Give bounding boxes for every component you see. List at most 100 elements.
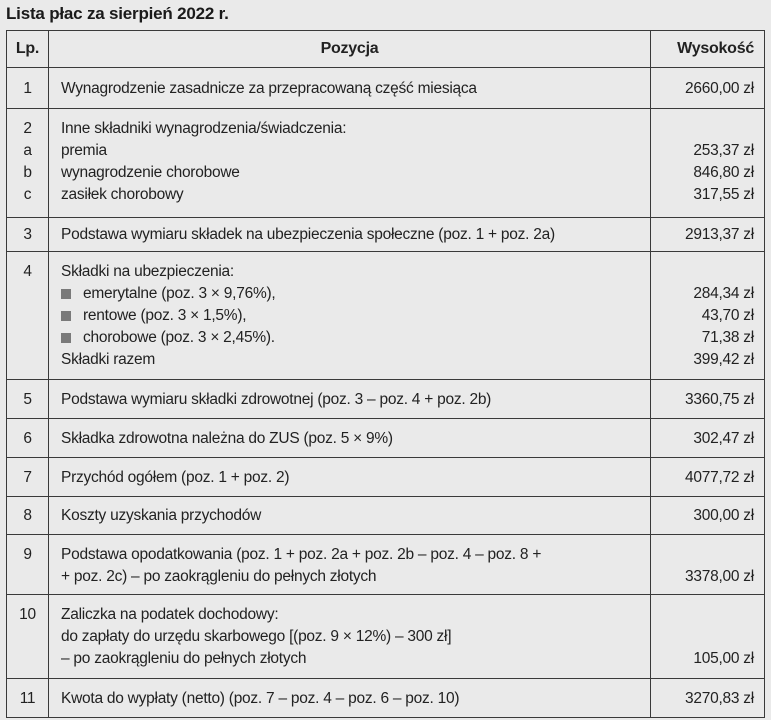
row-amount: 105,00 zł	[651, 648, 764, 670]
row-number-cell: 4	[6, 251, 49, 380]
row-description: chorobowe (poz. 3 × 2,45%).	[49, 327, 650, 349]
square-bullet-icon	[61, 311, 71, 321]
row-number: 4	[7, 261, 48, 283]
row-number-text: 7	[23, 468, 32, 486]
row-description-text: Koszty uzyskania przychodów	[61, 507, 262, 524]
row-amount-text: 71,38 zł	[701, 329, 755, 346]
row-number	[7, 626, 48, 648]
row-amount: 3378,00 zł	[651, 566, 764, 588]
row-number-text: 5	[23, 390, 32, 408]
row-amount: 43,70 zł	[651, 305, 764, 327]
row-number: 9	[7, 544, 48, 566]
row-amount-text: 43,70 zł	[701, 307, 755, 324]
row-amount: 253,37 zł	[651, 140, 764, 162]
row-amount: 2660,00 zł	[651, 78, 764, 100]
row-description-text: wynagrodzenie chorobowe	[61, 164, 240, 181]
row-description: Składki na ubezpieczenia:	[49, 261, 650, 283]
row-number-cell: 1	[6, 67, 49, 109]
row-description-text: premia	[61, 142, 107, 159]
table-row: 10 Zaliczka na podatek dochodowy: do zapła…	[6, 594, 765, 679]
row-amount: 317,55 zł	[651, 184, 764, 206]
row-description: Podstawa wymiaru składek na ubezpieczeni…	[49, 224, 650, 246]
row-description-cell: Przychód ogółem (poz. 1 + poz. 2)	[48, 457, 651, 497]
row-description-text: Inne składniki wynagrodzenia/świadczenia…	[61, 120, 347, 137]
row-description-text: emerytalne (poz. 3 × 9,76%),	[83, 285, 276, 302]
row-number: 2	[7, 118, 48, 140]
row-description-text: Składki razem	[61, 351, 156, 368]
row-number-cell: 11	[6, 678, 49, 718]
row-amount: 302,47 zł	[651, 428, 764, 450]
row-description: Wynagrodzenie zasadnicze za przepracowan…	[49, 78, 650, 100]
row-amount-text: 2913,37 zł	[684, 226, 754, 243]
row-amount-cell: 3360,75 zł	[650, 379, 765, 419]
row-description: Inne składniki wynagrodzenia/świadczenia…	[49, 118, 650, 140]
row-description-text: do zapłaty do urzędu skarbowego [(poz. 9…	[61, 628, 452, 645]
row-description-cell: Zaliczka na podatek dochodowy: do zapłaty…	[48, 594, 651, 679]
row-description-cell: Inne składniki wynagrodzenia/świadczenia…	[48, 108, 651, 218]
table-row: 2 a b c Inne składniki wynagrodzenia/świadcz…	[6, 108, 765, 218]
payroll-table: Lp. Pozycja Wysokość 1 Wynagrodzenie zasa…	[6, 30, 765, 718]
row-amount-cell: 3378,00 zł	[650, 534, 765, 595]
row-amount-text: 846,80 zł	[693, 164, 754, 181]
table-row: 3 Podstawa wymiaru składek na ubezpieczen…	[6, 217, 765, 252]
row-number: 3	[7, 224, 48, 246]
row-number-text: 4	[23, 263, 32, 280]
row-number-cell: 5	[6, 379, 49, 419]
row-amount: 3360,75 zł	[651, 389, 764, 411]
row-amount-text: 399,42 zł	[693, 351, 754, 368]
row-description-cell: Składka zdrowotna należna do ZUS (poz. 5…	[48, 418, 651, 458]
row-description: + poz. 2c) – po zaokrągleniu do pełnych …	[49, 566, 650, 588]
row-description-text: – po zaokrągleniu do pełnych złotych	[61, 650, 307, 667]
row-description: Składka zdrowotna należna do ZUS (poz. 5…	[49, 428, 650, 450]
row-description-text: Składki na ubezpieczenia:	[61, 263, 234, 280]
row-amount-cell: 300,00 zł	[650, 496, 765, 535]
row-number-text: b	[23, 164, 32, 181]
row-amount-cell: 284,34 zł 43,70 zł 71,38 zł 399,42 zł	[650, 251, 765, 380]
row-number-text: c	[23, 186, 32, 203]
row-number: 10	[7, 604, 48, 626]
row-number	[7, 648, 48, 670]
row-amount-cell: 2660,00 zł	[650, 67, 765, 109]
row-number-cell: 3	[6, 217, 49, 252]
row-description: do zapłaty do urzędu skarbowego [(poz. 9…	[49, 626, 650, 648]
row-amount-text: 253,37 zł	[693, 142, 754, 159]
row-number-text: 11	[19, 689, 36, 707]
row-number: a	[7, 140, 48, 162]
header-position: Pozycja	[48, 30, 651, 68]
row-description: emerytalne (poz. 3 × 9,76%),	[49, 283, 650, 305]
row-amount: 399,42 zł	[651, 349, 764, 371]
row-description: premia	[49, 140, 650, 162]
row-amount: 300,00 zł	[651, 505, 764, 527]
row-description-text: Wynagrodzenie zasadnicze za przepracowan…	[61, 79, 477, 97]
row-number: c	[7, 184, 48, 206]
row-description-text: Składka zdrowotna należna do ZUS (poz. 5…	[61, 429, 393, 447]
row-description-text: Kwota do wypłaty (netto) (poz. 7 – poz. …	[61, 689, 460, 707]
row-number: 11	[7, 688, 48, 710]
row-description: Podstawa wymiaru składki zdrowotnej (poz…	[49, 389, 650, 411]
table-row: 5 Podstawa wymiaru składki zdrowotnej (po…	[6, 379, 765, 419]
row-amount: 846,80 zł	[651, 162, 764, 184]
row-number-cell: 6	[6, 418, 49, 458]
row-description-cell: Koszty uzyskania przychodów	[48, 496, 651, 535]
row-description-text: Podstawa opodatkowania (poz. 1 + poz. 2a…	[61, 546, 542, 563]
table-row: 4 Składki na ubezpieczenia: emerytalne (po…	[6, 251, 765, 380]
row-number-text: 1	[23, 79, 32, 97]
header-amount: Wysokość	[650, 30, 765, 68]
row-amount-cell: 302,47 zł	[650, 418, 765, 458]
row-number	[7, 283, 48, 305]
table-row: 7 Przychód ogółem (poz. 1 + poz. 2) 4077,7…	[6, 457, 765, 497]
row-amount-cell: 253,37 zł 846,80 zł 317,55 zł	[650, 108, 765, 218]
row-number	[7, 566, 48, 588]
row-amount: 2913,37 zł	[651, 224, 764, 246]
row-amount-cell: 3270,83 zł	[650, 678, 765, 718]
row-description: zasiłek chorobowy	[49, 184, 650, 206]
row-number-cell: 8	[6, 496, 49, 535]
row-description-cell: Podstawa opodatkowania (poz. 1 + poz. 2a…	[48, 534, 651, 595]
row-number: 1	[7, 78, 48, 100]
row-amount-text: 300,00 zł	[693, 507, 754, 524]
row-description-text: + poz. 2c) – po zaokrągleniu do pełnych …	[61, 568, 377, 585]
row-amount-text: 284,34 zł	[693, 285, 754, 302]
row-description-text: zasiłek chorobowy	[61, 186, 184, 203]
row-number-text: 6	[23, 429, 32, 447]
row-number-cell: 9	[6, 534, 49, 595]
